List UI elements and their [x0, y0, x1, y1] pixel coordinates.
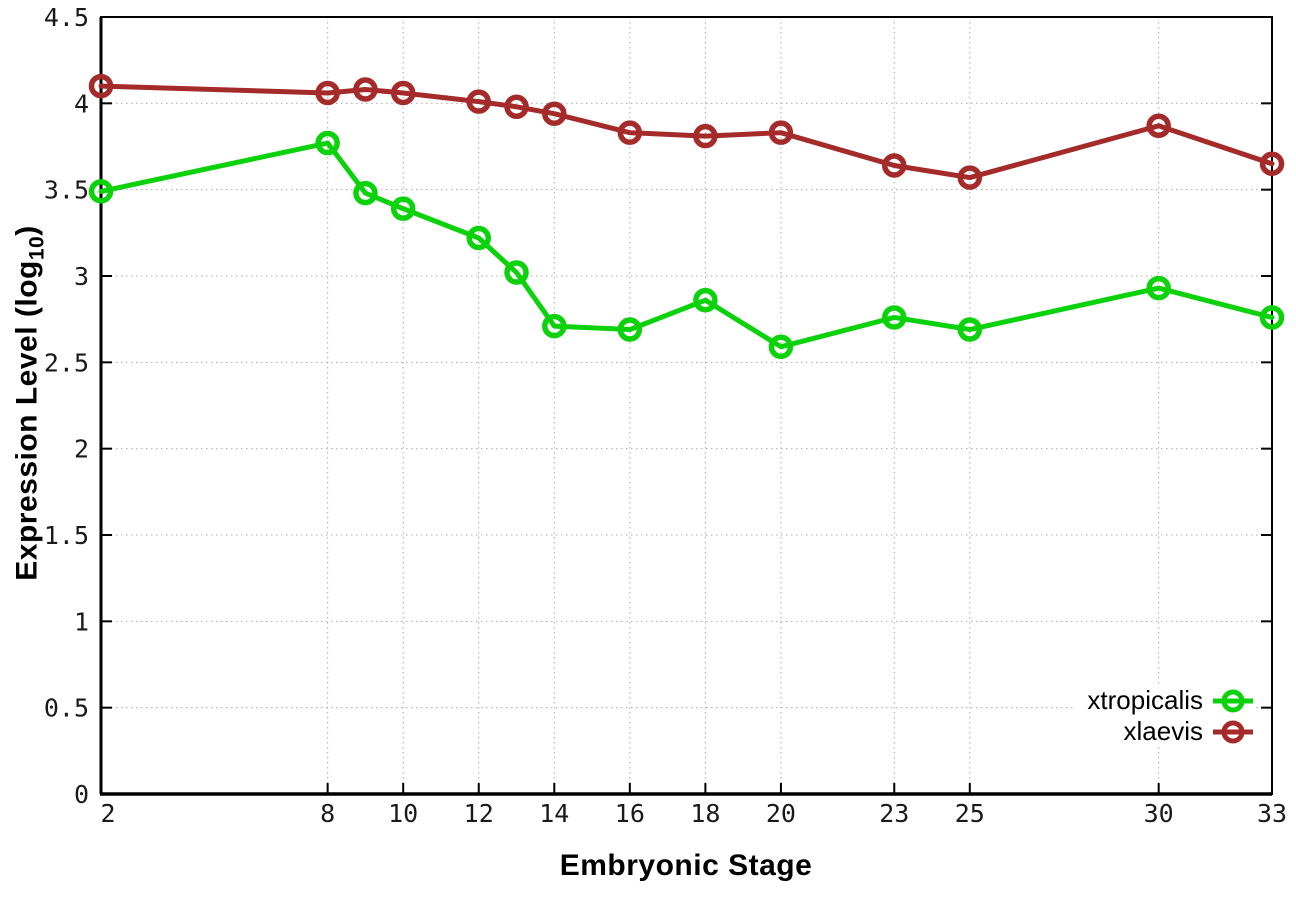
data-point-xtropicalis	[353, 180, 378, 206]
data-point-xtropicalis	[882, 305, 907, 330]
x-tick-label: 2	[100, 799, 115, 828]
x-tick-label: 12	[464, 799, 494, 828]
data-point-xlaevis	[542, 101, 567, 126]
x-tick-label: 14	[539, 799, 569, 828]
y-tick-label: 0	[74, 780, 89, 809]
x-tick-label: 23	[879, 799, 909, 828]
series-line-xtropicalis	[98, 140, 1275, 350]
data-point-xlaevis	[88, 73, 114, 99]
data-point-xtropicalis	[1259, 305, 1285, 330]
data-point-xtropicalis	[957, 317, 983, 342]
y-axis-title: Expression Level (log10)	[11, 225, 50, 580]
x-tick-label: 30	[1144, 799, 1174, 828]
y-tick-label: 4	[74, 89, 89, 118]
data-point-xtropicalis	[768, 334, 794, 360]
x-tick-label: 18	[690, 799, 720, 828]
legend-label-xtropicalis: xtropicalis	[1087, 685, 1203, 715]
y-tick-label: 2	[74, 435, 89, 464]
y-axis-title-close: )	[10, 225, 44, 236]
legend-marker-xlaevis-icon	[1213, 720, 1253, 743]
data-point-xtropicalis	[504, 260, 529, 285]
data-point-xlaevis	[693, 123, 718, 149]
x-axis-title: Embryonic Stage	[559, 849, 813, 882]
data-point-xtropicalis	[390, 196, 416, 221]
y-tick-label: 2.5	[44, 348, 89, 377]
data-point-xlaevis	[882, 153, 907, 178]
y-tick-label: 4.5	[44, 3, 89, 32]
data-point-xlaevis	[957, 165, 983, 190]
data-point-xlaevis	[1259, 151, 1285, 177]
data-point-xtropicalis	[693, 287, 718, 313]
y-axis-title-text: Expression Level (log	[10, 260, 44, 581]
x-tick-label: 10	[388, 799, 418, 828]
data-point-xlaevis	[617, 120, 643, 145]
x-tick-label: 33	[1257, 799, 1287, 828]
data-point-xtropicalis	[1146, 275, 1171, 301]
y-tick-label: 0.5	[44, 694, 89, 723]
legend: xtropicalis xlaevis	[1073, 685, 1253, 747]
x-tick-label: 16	[615, 799, 645, 828]
legend-item-xtropicalis: xtropicalis	[1087, 685, 1253, 716]
data-point-xlaevis	[353, 77, 378, 102]
data-point-xlaevis	[315, 80, 340, 106]
y-tick-label: 1.5	[44, 521, 89, 550]
data-point-xlaevis	[1146, 113, 1171, 139]
series-line-xlaevis	[98, 83, 1275, 181]
legend-item-xlaevis: xlaevis	[1124, 716, 1253, 747]
y-tick-label: 3	[74, 262, 89, 291]
x-tick-label: 25	[955, 799, 985, 828]
data-point-xlaevis	[390, 80, 416, 106]
data-point-xtropicalis	[88, 179, 114, 204]
data-point-xlaevis	[768, 120, 794, 145]
x-tick-label: 20	[766, 799, 796, 828]
data-point-xlaevis	[466, 89, 491, 114]
y-axis-title-subscript: 10	[25, 235, 49, 261]
data-point-xtropicalis	[617, 317, 643, 342]
legend-marker-xtropicalis-icon	[1213, 689, 1253, 712]
data-point-xtropicalis	[315, 130, 340, 156]
data-point-xtropicalis	[542, 313, 567, 339]
y-tick-label: 3.5	[44, 176, 89, 205]
x-tick-label: 8	[320, 799, 335, 828]
data-point-xtropicalis	[466, 225, 491, 251]
data-point-xlaevis	[504, 94, 529, 120]
y-tick-label: 1	[74, 607, 89, 636]
legend-label-xlaevis: xlaevis	[1123, 716, 1203, 746]
